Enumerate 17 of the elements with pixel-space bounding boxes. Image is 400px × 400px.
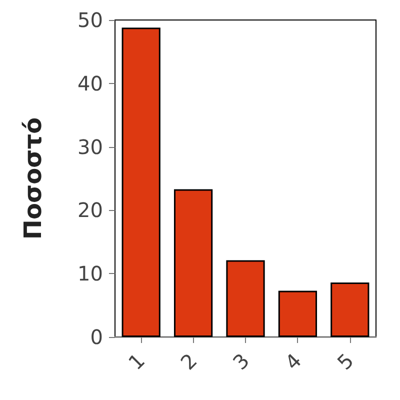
y-tick-label: 30	[78, 134, 103, 159]
y-tick-label: 10	[78, 262, 103, 286]
bar	[278, 290, 318, 337]
y-axis-title: Ποσοστό	[19, 117, 47, 240]
x-tick-label: 2	[176, 348, 202, 374]
bar	[330, 282, 370, 337]
x-tick-label: 5	[332, 348, 358, 374]
bar	[226, 260, 265, 337]
x-tick-label: 4	[280, 348, 306, 374]
x-tick-label: 1	[124, 348, 150, 374]
y-tick-label: 50	[78, 8, 103, 32]
y-tick-label: 0	[90, 325, 103, 349]
bar	[122, 28, 160, 337]
y-tick-label: 20	[78, 198, 103, 222]
y-tick-label: 40	[78, 71, 103, 96]
x-tick-label: 3	[228, 348, 254, 374]
bar	[174, 189, 213, 337]
